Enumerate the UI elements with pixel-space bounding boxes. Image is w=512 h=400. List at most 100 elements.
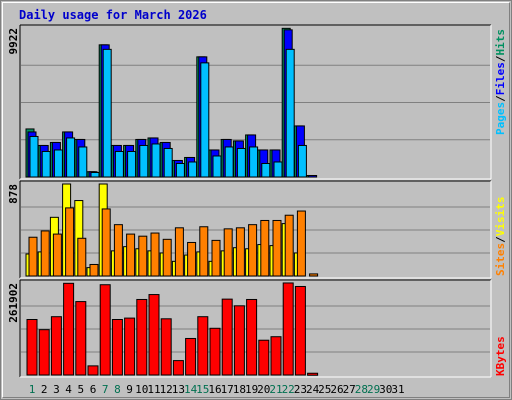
x-tick-label: 18 [233, 383, 246, 396]
kbytes-bar [50, 316, 62, 376]
pages-bar [53, 149, 63, 178]
kbytes-bar [233, 305, 245, 376]
pages-bar [66, 137, 76, 178]
kbytes-bar [270, 336, 282, 376]
pages-bar [273, 161, 283, 178]
x-tick-label: 7 [102, 383, 109, 396]
sites-bar [272, 219, 282, 277]
legend-entry: / [494, 95, 507, 102]
x-tick-label: 8 [114, 383, 121, 396]
sites-bar [89, 263, 99, 277]
sites-bar [296, 210, 306, 277]
sites-bar [235, 227, 245, 277]
sites-bar [260, 219, 270, 277]
x-tick-label: 20 [257, 383, 270, 396]
legend-entry: Hits [494, 29, 507, 56]
x-tick-label: 26 [330, 383, 343, 396]
kbytes-bar [221, 298, 233, 376]
pages-bar [41, 150, 51, 178]
x-tick-label: 5 [77, 383, 84, 396]
kbytes-bar [282, 282, 294, 376]
sites-bar [126, 233, 136, 277]
panel-hits-files-pages: 9922 [7, 24, 492, 180]
pages-bar [188, 161, 198, 178]
x-tick-label: 13 [172, 383, 185, 396]
y-max-tick-label: 9922 [7, 28, 20, 55]
pages-bar [175, 162, 185, 178]
kbytes-bar [209, 327, 221, 376]
panel-visits-sites: 878 [7, 180, 492, 279]
kbytes-bar [185, 337, 197, 376]
x-tick-label: 12 [160, 383, 173, 396]
x-tick-label: 1 [29, 383, 36, 396]
sites-bar [113, 224, 123, 277]
files-bar [308, 174, 318, 178]
kbytes-bar [172, 360, 184, 376]
y-max-tick-label: 261902 [7, 283, 20, 323]
y-max-tick-label: 878 [7, 184, 20, 204]
x-tick-label: 16 [208, 383, 221, 396]
legend-entry: KBytes [494, 336, 507, 376]
pages-bar [297, 144, 307, 178]
legend-0: Pages/Files/Hits [494, 29, 507, 135]
x-tick-label: 6 [90, 383, 97, 396]
pages-bar [236, 147, 246, 178]
sites-bar [101, 208, 111, 277]
pages-bar [78, 146, 88, 178]
kbytes-bar [294, 285, 306, 376]
kbytes-bar [99, 284, 111, 376]
x-tick-label: 29 [367, 383, 380, 396]
x-tick-label: 11 [147, 383, 160, 396]
kbytes-bar [124, 317, 136, 376]
pages-bar [285, 48, 295, 178]
sites-bar [199, 226, 209, 277]
chart-title: Daily usage for March 2026 [19, 8, 207, 22]
sites-bar [138, 235, 148, 277]
pages-bar [261, 162, 271, 178]
sites-bar [187, 241, 197, 277]
kbytes-bar [197, 316, 209, 376]
x-tick-label: 25 [318, 383, 331, 396]
x-tick-label: 30 [379, 383, 392, 396]
chart-panels: 9922 878 261902 [7, 24, 492, 378]
sites-bar [162, 238, 172, 277]
x-tick-label: 24 [306, 383, 320, 396]
kbytes-bar [111, 318, 123, 376]
sites-bar [223, 228, 233, 277]
pages-bar [114, 150, 124, 178]
kbytes-bar [26, 318, 38, 376]
x-tick-label: 10 [135, 383, 148, 396]
x-tick-label: 19 [245, 383, 258, 396]
sites-bar [65, 207, 75, 277]
kbytes-bar [148, 294, 160, 376]
sites-bar [150, 232, 160, 277]
x-tick-label: 3 [53, 383, 60, 396]
sites-bar [309, 273, 319, 277]
x-tick-label: 9 [126, 383, 133, 396]
x-tick-label: 23 [294, 383, 307, 396]
sites-bar [28, 236, 38, 277]
kbytes-bar [246, 298, 258, 376]
pages-bar [200, 62, 210, 178]
pages-bar [212, 155, 222, 178]
pages-bar [29, 135, 39, 178]
kbytes-bar [136, 298, 148, 376]
pages-bar [224, 146, 234, 178]
kbytes-bar [258, 339, 270, 376]
legend-entry: Files [494, 62, 507, 95]
sites-bar [284, 214, 294, 277]
legend-entry: / [494, 236, 507, 243]
sites-bar [248, 224, 258, 277]
pages-bar [90, 171, 100, 178]
x-axis-labels: 1 2 3 4 5 6 7 8 9 1011121314151617181920212223242… [29, 383, 405, 396]
x-tick-label: 22 [282, 383, 295, 396]
legend-1: Sites/Visits [494, 197, 507, 277]
kbytes-bar [160, 318, 172, 376]
legend-entry: Visits [494, 197, 507, 237]
sites-bar [174, 227, 184, 277]
pages-bar [127, 150, 137, 178]
kbytes-bar [38, 329, 50, 376]
